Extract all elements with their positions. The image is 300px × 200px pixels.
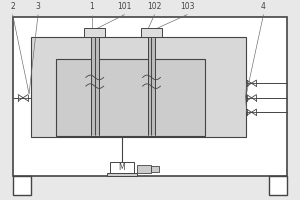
Bar [107,173,136,176]
Bar [31,37,246,137]
Bar [152,166,159,172]
Text: 103: 103 [180,2,195,11]
Text: 1: 1 [89,2,94,11]
Bar [110,162,134,173]
Bar [141,28,162,37]
Bar [56,59,205,136]
Bar [13,17,287,176]
Bar [148,37,155,135]
Text: 101: 101 [117,2,132,11]
Text: 102: 102 [147,2,162,11]
Text: 4: 4 [261,2,266,11]
Bar [91,37,99,135]
Text: 2: 2 [10,2,15,11]
Bar [84,28,105,37]
Bar [136,165,152,173]
Bar [13,176,31,195]
Text: 3: 3 [36,2,40,11]
Text: M: M [118,163,125,172]
Bar [269,176,287,195]
